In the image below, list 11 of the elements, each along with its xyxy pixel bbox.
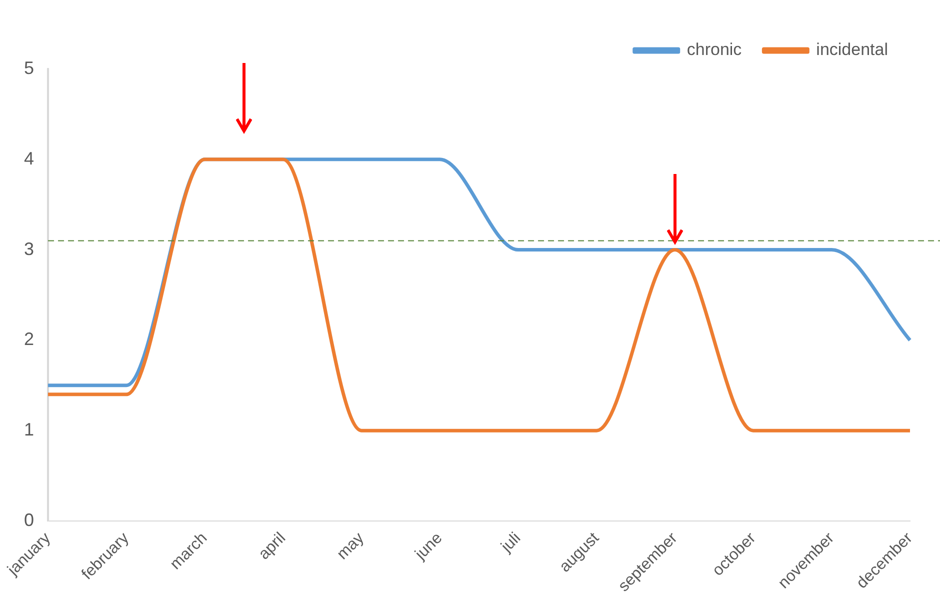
y-tick-label: 3 — [24, 238, 34, 259]
y-tick-label: 0 — [24, 510, 34, 530]
line-series — [46, 158, 912, 432]
x-tick-label: may — [334, 530, 368, 564]
x-tick-label: juli — [498, 530, 524, 556]
legend-label: chronic — [686, 40, 742, 60]
legend-label: incidental — [816, 40, 888, 60]
y-tick-label: 2 — [24, 329, 34, 350]
y-tick-label: 4 — [24, 148, 34, 168]
y-tick-label: 1 — [24, 420, 34, 440]
y-tick-label: 5 — [24, 58, 34, 78]
